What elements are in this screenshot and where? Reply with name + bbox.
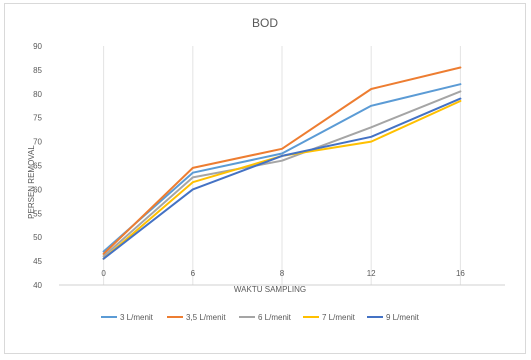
y-tick-label: 80	[33, 90, 42, 99]
legend-item: 6 L/menit	[239, 313, 292, 322]
legend-item: 9 L/menit	[367, 313, 420, 322]
legend-item: 3,5 L/menit	[167, 313, 226, 322]
x-tick-label: 12	[367, 269, 376, 278]
series-line	[102, 90, 462, 258]
x-axis-label: WAKTU SAMPLING	[234, 285, 306, 294]
legend-label: 3 L/menit	[120, 313, 154, 322]
y-tick-label: 70	[33, 138, 42, 147]
x-tick-label: 8	[280, 269, 285, 278]
chart-title: BOD	[252, 16, 278, 30]
legend-label: 6 L/menit	[258, 313, 292, 322]
x-tick-label: 16	[456, 269, 465, 278]
series-line	[102, 66, 462, 255]
series-lines	[102, 66, 462, 260]
y-tick-label: 55	[33, 209, 42, 218]
legend-label: 7 L/menit	[322, 313, 356, 322]
y-tick-label: 45	[33, 257, 42, 266]
grid-lines	[59, 46, 505, 286]
y-axis-ticks: 40 45 50 55 60 65 70 75 80 85 90	[33, 42, 42, 290]
y-axis-label: PERSEN REMOVAL	[27, 145, 36, 219]
y-tick-label: 40	[33, 281, 42, 290]
y-tick-label: 90	[33, 42, 42, 51]
legend: 3 L/menit 3,5 L/menit 6 L/menit 7 L/menit 9 …	[101, 313, 420, 322]
x-tick-label: 0	[101, 269, 106, 278]
x-tick-label: 6	[191, 269, 196, 278]
legend-label: 9 L/menit	[386, 313, 420, 322]
y-tick-label: 60	[33, 185, 42, 194]
legend-label: 3,5 L/menit	[186, 313, 226, 322]
legend-item: 3 L/menit	[101, 313, 154, 322]
series-line	[102, 83, 462, 253]
line-chart: BOD PERSEN REMOVAL WAKTU SAMPLING 40 45 50…	[27, 16, 505, 322]
x-axis-ticks: 0 6 8 12 16	[101, 269, 465, 278]
legend-item: 7 L/menit	[303, 313, 356, 322]
chart-frame: BOD PERSEN REMOVAL WAKTU SAMPLING 40 45 50…	[4, 3, 526, 354]
series-line	[102, 97, 462, 260]
y-tick-label: 50	[33, 233, 42, 242]
y-tick-label: 65	[33, 162, 42, 171]
y-tick-label: 75	[33, 114, 42, 123]
y-tick-label: 85	[33, 66, 42, 75]
